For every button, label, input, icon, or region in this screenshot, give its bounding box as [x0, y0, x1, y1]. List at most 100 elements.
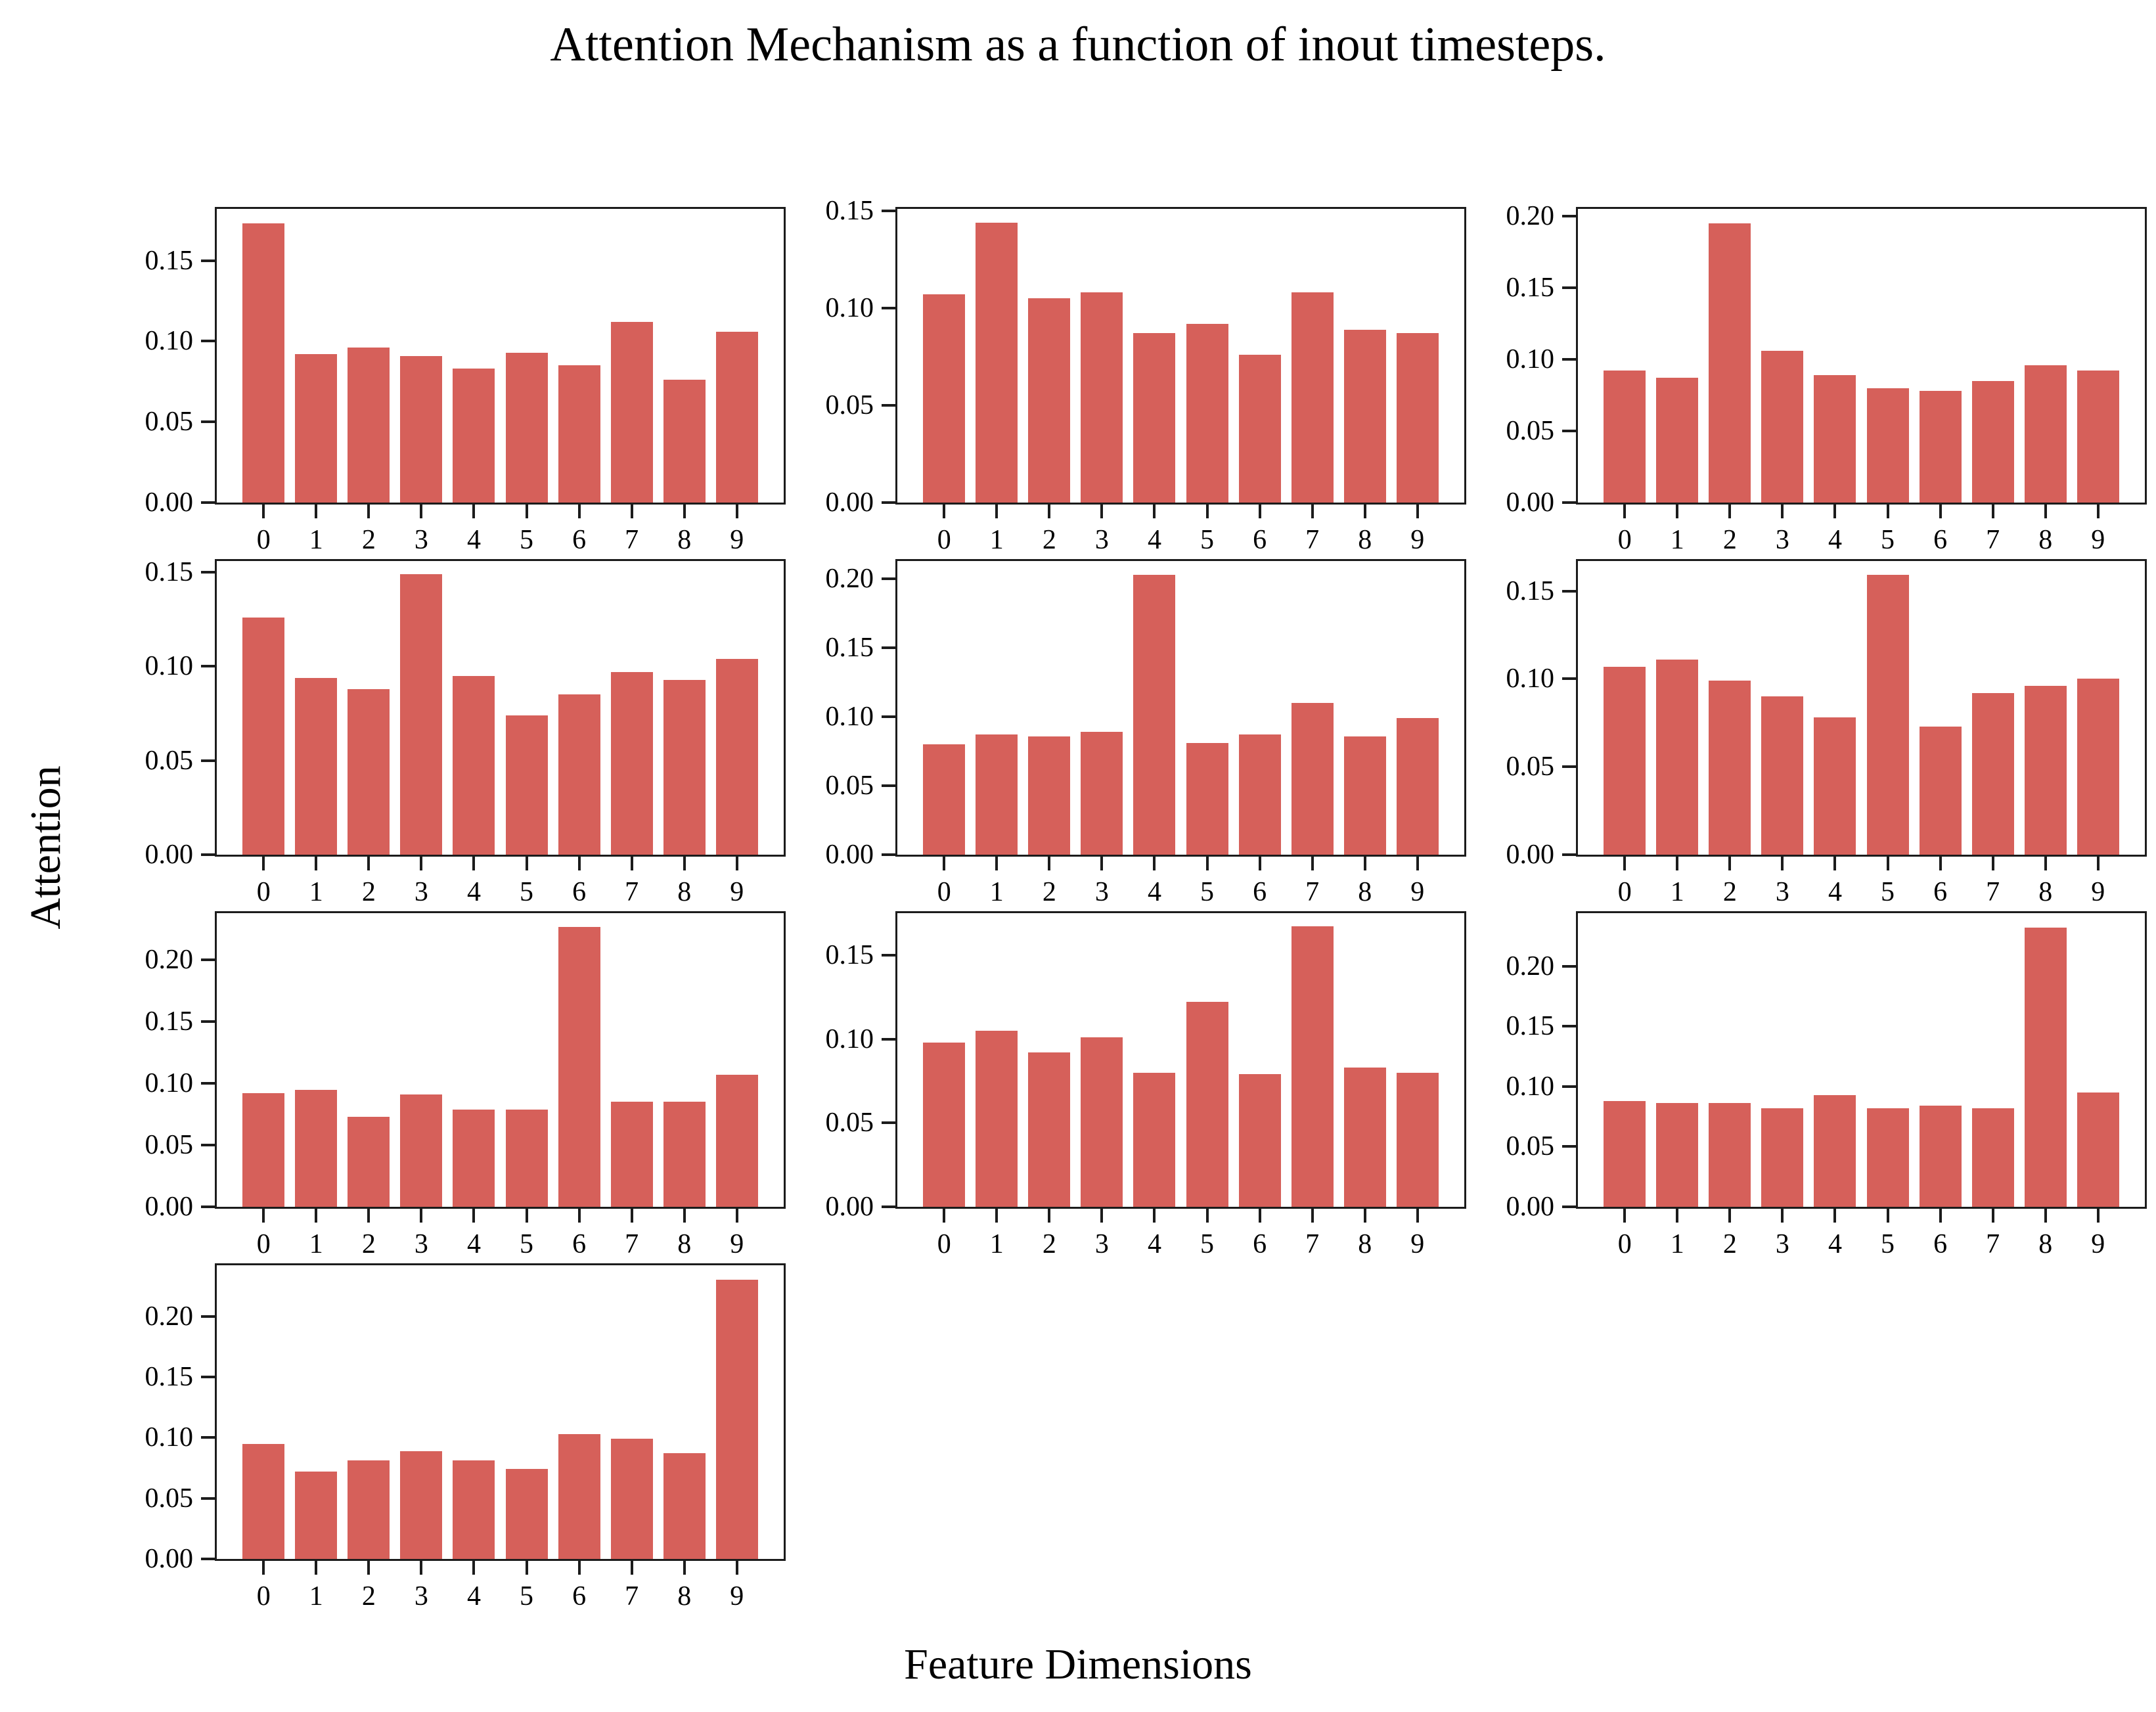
y-tick-label: 0.00 — [145, 840, 194, 870]
bar-dim-5 — [1186, 323, 1228, 503]
y-tick-mark — [882, 853, 895, 856]
x-tick-mark — [1363, 1209, 1366, 1223]
subplot-input-timestep-0: 0.00 0.05 0.10 0.15 0 1 2 3 4 5 6 7 8 9 — [145, 207, 786, 554]
x-tick-label: 6 — [1253, 525, 1267, 555]
y-tick-mark — [201, 853, 215, 856]
y-tick-label: 0.10 — [145, 1422, 194, 1453]
x-tick-label: 5 — [1881, 525, 1895, 555]
bar-dim-2 — [1028, 1052, 1071, 1207]
x-tick-label: 2 — [1722, 1229, 1737, 1259]
x-tick-mark — [683, 505, 686, 518]
bar-dim-1 — [1656, 1103, 1699, 1207]
bar-dim-4 — [1814, 717, 1856, 855]
x-tick-mark — [1416, 857, 1419, 870]
bar-dim-2-peak — [1709, 223, 1751, 503]
x-tick-label: 7 — [1305, 1229, 1320, 1259]
bar-dim-7 — [1971, 380, 2014, 503]
x-tick-mark — [683, 857, 686, 870]
x-tick-label: 6 — [1253, 1229, 1267, 1259]
x-tick-mark — [1728, 857, 1732, 870]
y-tick-mark — [201, 420, 215, 424]
x-tick-label: 7 — [625, 1229, 639, 1259]
bar-dim-8-peak — [2024, 927, 2067, 1207]
x-tick-mark — [735, 505, 738, 518]
x-tick-label: 8 — [677, 1581, 692, 1611]
bar-dim-0 — [923, 1042, 966, 1207]
x-tick-mark — [1100, 505, 1104, 518]
x-tick-label: 6 — [1933, 525, 1948, 555]
x-tick-mark — [1258, 505, 1261, 518]
y-tick-mark — [201, 1497, 215, 1500]
bar-dim-4-peak — [1133, 575, 1176, 855]
x-tick-mark — [1676, 505, 1679, 518]
y-tick-label: 0.05 — [825, 1108, 874, 1138]
x-tick-mark — [367, 505, 371, 518]
x-tick-label: 6 — [572, 1229, 587, 1259]
x-tick-label: 7 — [1305, 525, 1320, 555]
y-tick-label: 0.10 — [145, 1068, 194, 1099]
x-tick-label: 9 — [730, 1581, 744, 1611]
y-tick-label: 0.05 — [1506, 752, 1555, 782]
x-tick-label: 8 — [1358, 1229, 1372, 1259]
y-tick-mark — [1562, 1085, 1576, 1088]
bar-dim-9 — [1396, 1072, 1439, 1207]
x-tick-label: 6 — [1933, 1229, 1948, 1259]
y-tick-mark — [201, 1436, 215, 1439]
bar-dim-5 — [1866, 388, 1909, 503]
x-tick-label: 9 — [730, 1229, 744, 1259]
x-tick-mark — [525, 1561, 528, 1575]
x-tick-mark — [472, 857, 476, 870]
x-tick-label: 4 — [466, 525, 481, 555]
x-tick-mark — [630, 1561, 633, 1575]
bar-dim-1 — [295, 1472, 338, 1559]
x-tick-label: 6 — [572, 877, 587, 907]
y-tick-label: 0.15 — [1506, 1011, 1555, 1042]
y-tick-mark — [201, 1020, 215, 1024]
x-tick-mark — [577, 505, 581, 518]
x-tick-label: 6 — [572, 525, 587, 555]
bar-dim-4 — [453, 675, 495, 855]
bar-dim-0 — [242, 1093, 285, 1207]
x-tick-mark — [1153, 505, 1156, 518]
subplot-input-timestep-8: 0.00 0.05 0.10 0.15 0.20 0 1 2 3 4 5 6 7 8 9 — [1506, 911, 2147, 1258]
y-tick-label: 0.05 — [145, 1130, 194, 1161]
x-tick-label: 2 — [361, 525, 376, 555]
bar-dim-4 — [453, 1460, 495, 1559]
bar-dim-9 — [1396, 333, 1439, 503]
x-tick-mark — [995, 505, 999, 518]
y-tick-mark — [882, 403, 895, 407]
x-tick-mark — [943, 1209, 946, 1223]
bar-dim-9 — [1396, 718, 1439, 855]
x-tick-label: 1 — [309, 877, 323, 907]
x-tick-label: 3 — [1775, 525, 1789, 555]
x-tick-label: 3 — [414, 525, 428, 555]
x-tick-label: 5 — [1200, 877, 1215, 907]
bar-dim-2 — [348, 1116, 390, 1207]
x-tick-label: 1 — [989, 877, 1004, 907]
bar-dim-5 — [1186, 1002, 1228, 1207]
bar-dim-1 — [976, 734, 1018, 855]
y-tick-mark — [882, 306, 895, 309]
bar-dim-2 — [1028, 736, 1071, 855]
x-tick-mark — [2044, 1209, 2047, 1223]
x-tick-mark — [943, 857, 946, 870]
x-tick-label: 7 — [625, 877, 639, 907]
x-tick-label: 1 — [1670, 1229, 1684, 1259]
x-tick-label: 7 — [1986, 877, 2000, 907]
bar-dim-8 — [663, 380, 706, 503]
x-tick-label: 6 — [1253, 877, 1267, 907]
y-tick-label: 0.05 — [825, 390, 874, 420]
figure-title: Attention Mechanism as a function of ino… — [550, 18, 1606, 72]
x-tick-mark — [683, 1561, 686, 1575]
bar-dim-5 — [505, 715, 548, 855]
x-tick-label: 3 — [1775, 1229, 1789, 1259]
y-tick-mark — [882, 577, 895, 581]
y-tick-label: 0.00 — [825, 1192, 874, 1222]
x-tick-label: 8 — [677, 525, 692, 555]
x-tick-label: 3 — [1094, 525, 1109, 555]
x-tick-mark — [472, 1209, 476, 1223]
bar-dim-0-peak — [242, 223, 285, 503]
y-tick-label: 0.05 — [1506, 415, 1555, 446]
bar-dim-0 — [242, 617, 285, 855]
x-tick-mark — [1048, 857, 1051, 870]
